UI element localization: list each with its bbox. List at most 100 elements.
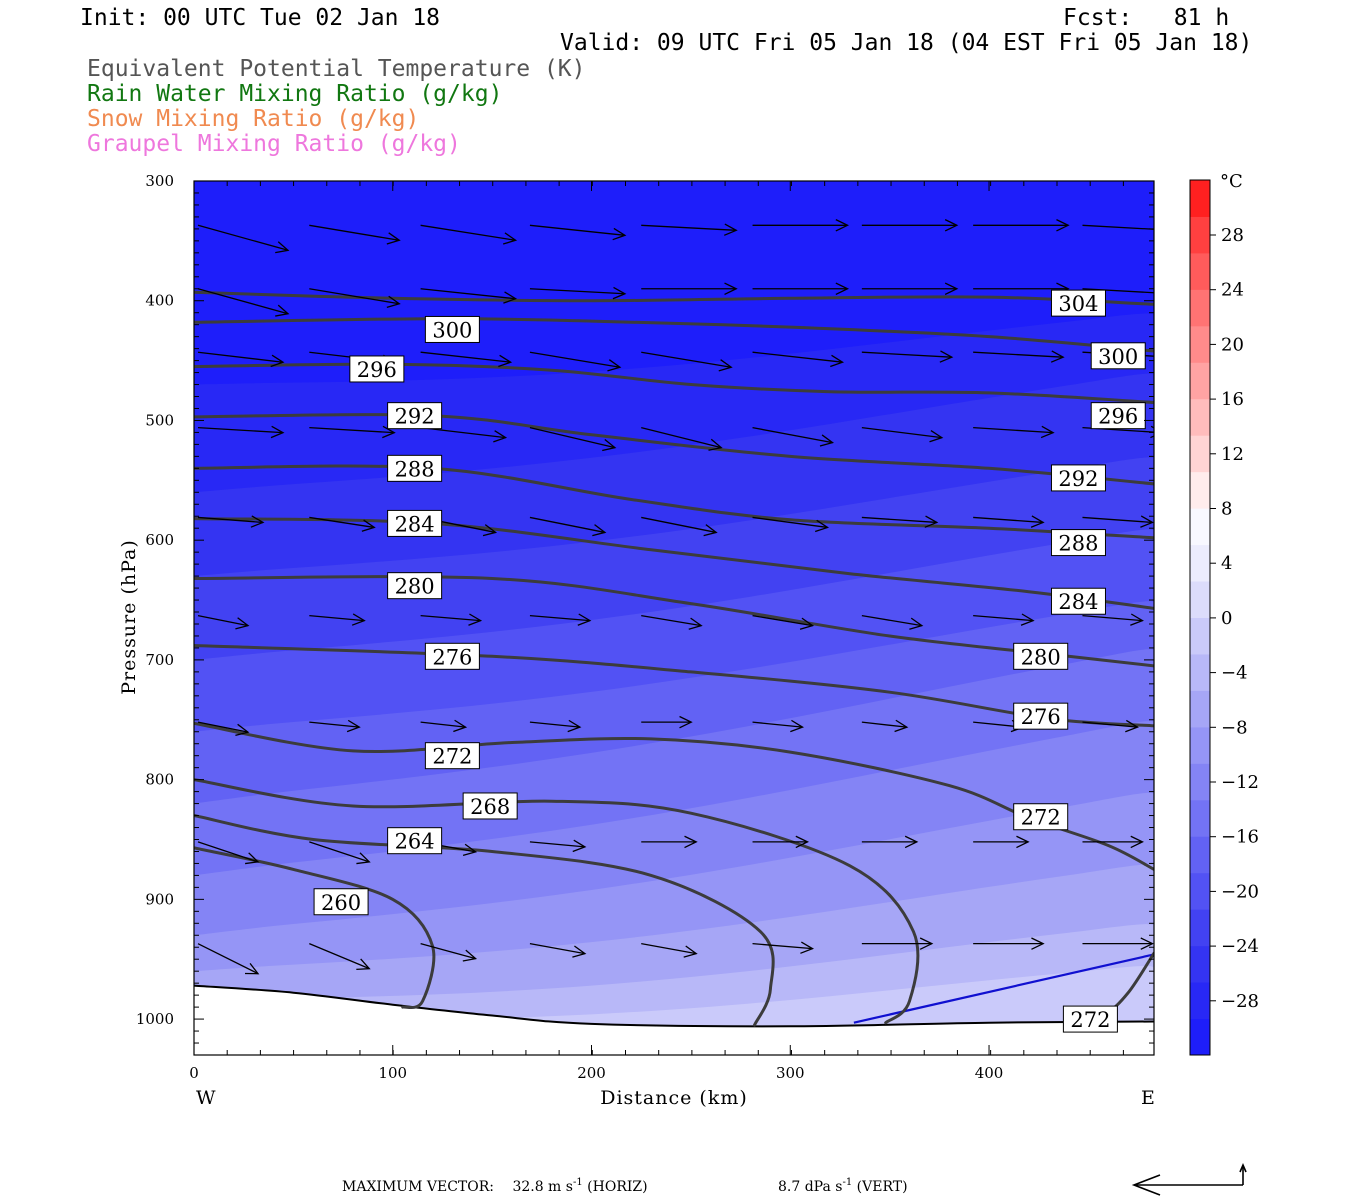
wind-vector-head	[498, 354, 513, 368]
wind-vector	[1082, 613, 1144, 626]
wind-vector	[529, 427, 617, 452]
wind-vector-head	[799, 617, 815, 630]
legend-rain-water: Rain Water Mixing Ratio (g/kg)	[87, 81, 503, 107]
east-label: E	[1141, 1087, 1156, 1109]
contour-label-text: 280	[1021, 645, 1061, 669]
wind-vector-head	[482, 524, 498, 537]
init-time: Init: 00 UTC Tue 02 Jan 18	[80, 5, 441, 31]
valid-time: Valid: 09 UTC Fri 05 Jan 18 (04 EST Fri …	[560, 30, 1253, 56]
contour-label-box	[1050, 587, 1106, 615]
wind-vector-head	[361, 519, 376, 532]
wind-vector-shaft	[309, 426, 395, 434]
contour-label-box	[462, 792, 518, 820]
wind-vector-shaft	[1082, 516, 1153, 524]
contour-label-text: 272	[1070, 1008, 1110, 1032]
wind-vector-head	[718, 359, 733, 372]
wind-vector	[309, 613, 366, 626]
wind-vector	[309, 425, 396, 439]
wind-vector-head	[245, 852, 260, 865]
wind-vector	[861, 937, 934, 950]
contour-label: 276	[424, 642, 480, 670]
wind-vector	[1082, 288, 1154, 294]
wind-vector-shaft	[420, 351, 511, 363]
wind-vector-shaft	[197, 516, 264, 524]
contour-label: 300	[1090, 342, 1146, 370]
wind-vector-head	[462, 843, 478, 856]
wind-vector	[973, 350, 1065, 363]
wind-vector	[529, 224, 627, 241]
y-tick-label: 300	[145, 172, 174, 190]
wind-vector-head	[939, 350, 954, 363]
theta-e-contour-300	[194, 317, 1154, 353]
wind-vector	[973, 613, 1035, 626]
wind-vector	[752, 426, 835, 447]
wind-vector	[529, 516, 607, 537]
x-tick-label: 400	[975, 1064, 1004, 1082]
wind-vector	[861, 614, 924, 630]
wind-vector-shaft	[752, 614, 813, 627]
wind-vector-head	[1016, 835, 1030, 849]
contour-label-box	[1013, 642, 1069, 670]
wind-vector-shaft	[420, 224, 516, 241]
colorbar-swatch	[1190, 398, 1210, 436]
wind-vector	[420, 288, 518, 304]
colorbar-label: 0	[1221, 608, 1232, 629]
wind-vector	[752, 614, 815, 630]
wind-vector-head	[1050, 350, 1065, 363]
wind-vector	[197, 515, 265, 528]
wind-vector-head	[1056, 219, 1070, 232]
wind-vector-shaft	[861, 426, 942, 439]
contour-label-layer: 304 300 300 296 296 292 292 288 288 284 284 280 280 2…	[313, 289, 1146, 1033]
contour-label-box	[1050, 289, 1106, 317]
wind-vector-head	[688, 617, 703, 630]
y-tick-label: 900	[145, 890, 174, 908]
wind-vector-shaft	[752, 426, 833, 444]
wind-vector-shaft	[197, 224, 289, 251]
wind-vector-head	[493, 430, 508, 443]
wind-vector	[197, 224, 290, 254]
contour-label-text: 296	[357, 358, 397, 382]
reference-vector-icon	[1131, 1162, 1247, 1196]
wind-vector-head	[235, 723, 250, 737]
wind-vector-shaft	[973, 516, 1044, 524]
contour-label-text: 304	[1058, 292, 1098, 316]
x-tick-label: 100	[378, 1064, 407, 1082]
wind-vector	[752, 835, 810, 849]
wind-vector	[973, 515, 1045, 528]
wind-vector-shaft	[861, 614, 922, 627]
contour-label: 304	[1050, 289, 1106, 317]
colorbar-swatch	[1190, 909, 1210, 947]
x-tick-label: 0	[189, 1064, 199, 1082]
wind-vector-head	[356, 958, 371, 971]
wind-vector	[420, 613, 483, 626]
colorbar-swatch	[1190, 799, 1210, 837]
wind-vector	[309, 288, 401, 309]
colorbar-label: −16	[1221, 827, 1259, 848]
wind-vector-shaft	[529, 224, 625, 236]
wind-vector-head	[835, 219, 850, 232]
contour-label-text: 280	[395, 575, 435, 599]
y-tick-label: 500	[145, 411, 174, 429]
theta-e-contour-284	[194, 517, 1154, 610]
colorbar: 28 24 20 16 12 8 4 0 −4 −8 −12 −16 −20 −24 −28	[1189, 179, 1259, 1056]
y-tick-label: 700	[145, 651, 174, 669]
wind-vector	[861, 719, 909, 733]
wind-vector	[197, 614, 250, 630]
contour-label-text: 288	[1058, 532, 1098, 556]
contour-label: 296	[1090, 402, 1146, 430]
wind-vector-shaft	[861, 721, 907, 728]
wind-vector-shaft	[752, 516, 828, 529]
wind-vector	[861, 350, 954, 363]
colorbar-swatch	[1190, 982, 1210, 1020]
wind-vector-shaft	[641, 516, 717, 534]
wind-vector-shaft	[1082, 288, 1154, 294]
wind-vector-shaft	[752, 351, 843, 363]
wind-vector-shaft	[973, 351, 1064, 358]
wind-vector	[529, 613, 592, 626]
wind-vector	[197, 351, 285, 368]
wind-vector	[752, 516, 830, 533]
wind-vector-head	[1130, 613, 1144, 626]
colorbar-swatch	[1190, 289, 1210, 327]
wind-vector-shaft	[529, 516, 606, 534]
